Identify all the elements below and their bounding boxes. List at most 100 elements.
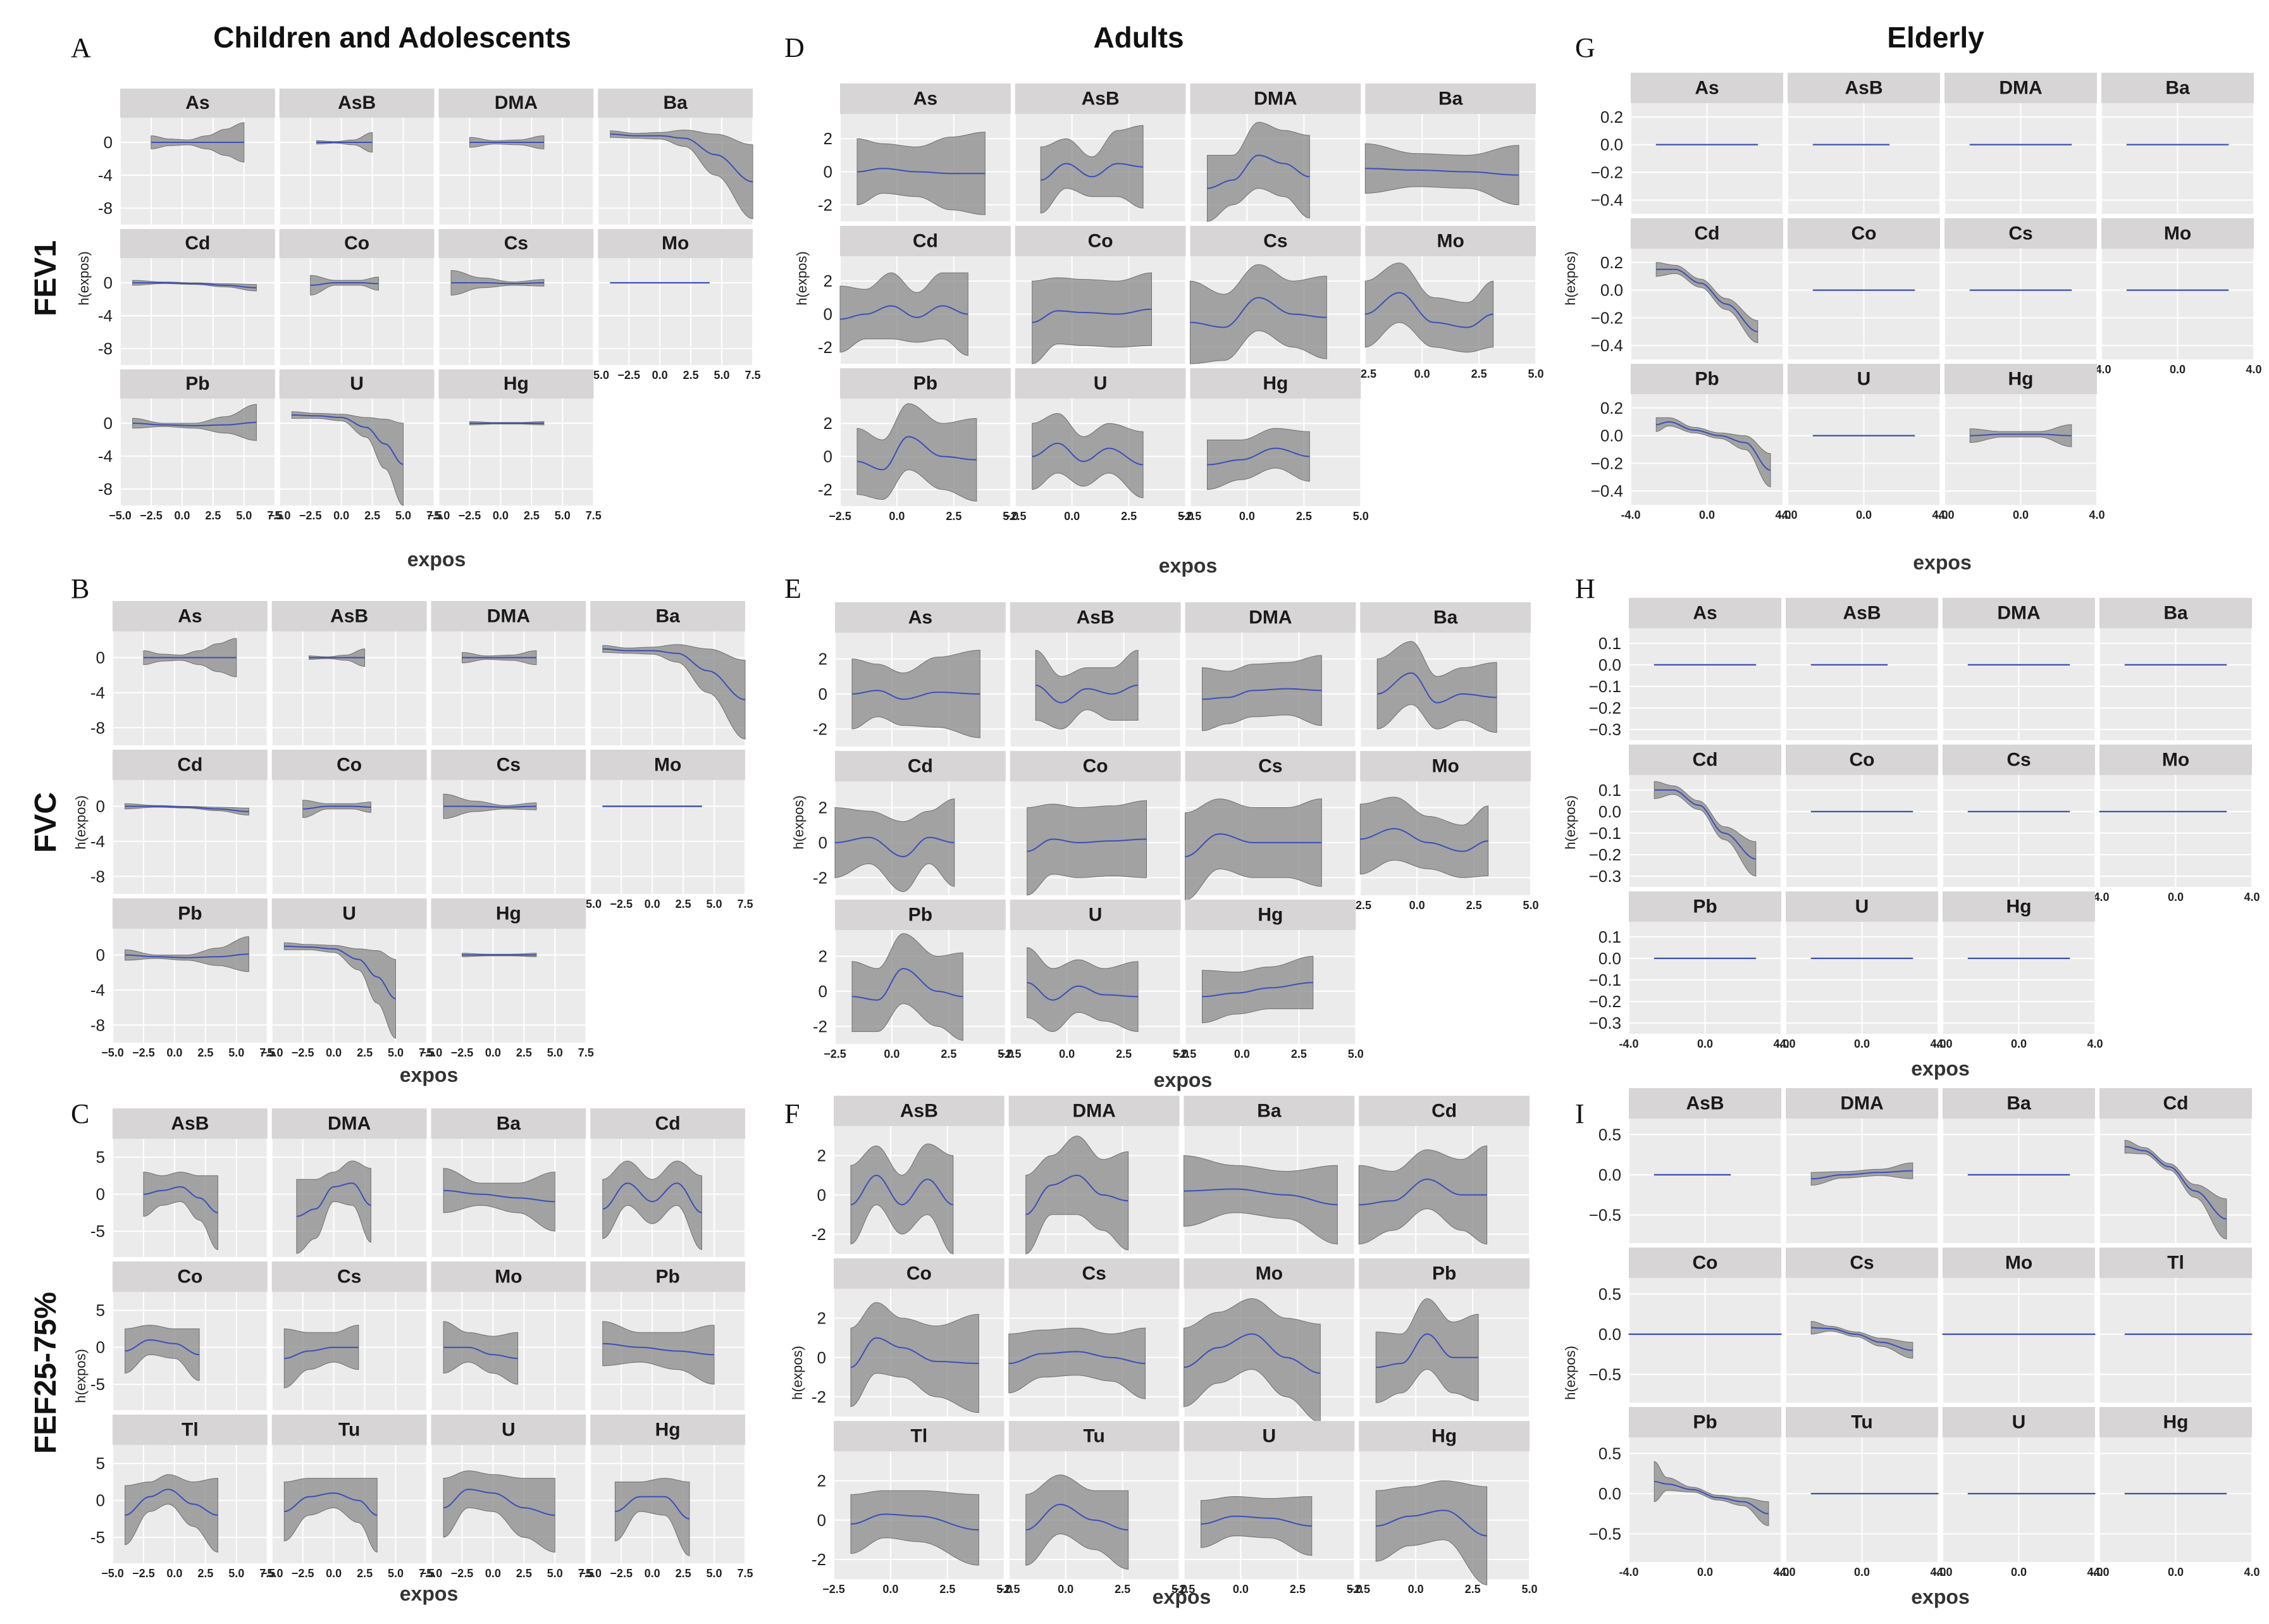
facet-strip: [835, 602, 1006, 633]
y-tick-label: 5: [96, 1454, 105, 1473]
confidence-band: [1185, 798, 1322, 901]
facet-strip-label: U: [1263, 1426, 1277, 1447]
x-tick-label: 0.0: [1233, 1583, 1249, 1596]
facet-panel-as: As 2 0 -2: [813, 602, 1006, 747]
confidence-band: [1027, 800, 1147, 896]
facet-strip: [271, 898, 427, 929]
facet-strip-label: Hg: [2006, 896, 2032, 917]
facet-panel-asb: AsB 2 0 -2: [812, 1096, 1005, 1255]
facet-strip-label: Mo: [1431, 756, 1459, 777]
x-tick-label: -4.0: [1934, 509, 1954, 521]
y-tick-label: -8: [98, 339, 113, 358]
facet-strip: [120, 89, 275, 118]
y-tick-label: -4: [90, 981, 105, 1000]
mean-line: [1365, 292, 1493, 328]
confidence-band: [1655, 417, 1771, 488]
facet-panel-dma: DMA: [271, 1108, 428, 1257]
mean-line: [1360, 827, 1488, 852]
facet-strip-label: Ba: [497, 1113, 521, 1134]
mean-line: [310, 282, 379, 286]
facet-panel-hg: Hg -4.0 0.0 4.0: [1934, 364, 2105, 521]
y-tick-label: -8: [98, 199, 113, 218]
facet-grid-d: Dh(expos) expos As 2 0 -2 AsB DMA Ba Cd 2 0 -2 Co Cs Mo…: [784, 32, 1544, 577]
facet-panel-ba: Ba: [597, 89, 753, 225]
y-tick-label: 5: [96, 1148, 105, 1167]
confidence-band: [283, 1325, 359, 1389]
mean-line: [1359, 1178, 1487, 1206]
x-tick-label: −5.0: [109, 509, 132, 522]
facet-panel-as: As 0 -4 -8: [90, 601, 268, 745]
x-tick-label: 4.0: [1930, 1038, 1946, 1050]
facet-panel-mo: Mo: [430, 1261, 587, 1410]
x-tick-label: −2.5: [459, 509, 481, 522]
facet-panel-hg: Hg −2.5 0.0 2.5 5.0: [1179, 368, 1369, 523]
x-tick-label: 0.0: [326, 1567, 342, 1580]
facet-strip-label: Cd: [1431, 1101, 1457, 1122]
facet-panel-tu: Tu −2.5 0.0 2.5 5.0: [998, 1421, 1187, 1596]
facet-panel-mo: Mo: [1942, 1248, 2096, 1403]
facet-strip: [835, 751, 1006, 781]
facet-strip: [1631, 73, 1783, 103]
y-axis-title: h(expos): [791, 795, 807, 850]
facet-strip: [1185, 602, 1356, 633]
facet-panel-bg: [279, 118, 435, 225]
confidence-band: [443, 1168, 555, 1232]
confidence-band: [602, 644, 746, 740]
facet-panel-asb: AsB 0.5 0.0 −0.5: [1589, 1088, 1782, 1243]
x-tick-label: 2.5: [197, 1046, 213, 1059]
facet-strip-label: Cs: [504, 233, 528, 254]
x-tick-label: 0.0: [882, 1583, 898, 1596]
confidence-band: [1654, 781, 1757, 877]
x-tick-label: 5.0: [1521, 1583, 1537, 1596]
mean-line: [851, 967, 963, 1001]
facet-strip: [598, 89, 753, 118]
y-tick-label: −0.2: [1589, 698, 1621, 717]
facet-strip: [840, 84, 1011, 114]
y-tick-label: 2: [817, 1309, 826, 1328]
facet-panel-cd: Cd 2 0 -2: [813, 751, 1006, 895]
facet-strip-label: Cd: [1695, 223, 1720, 244]
facet-panel-cs: Cs: [1944, 218, 2098, 359]
facet-strip: [1788, 364, 1940, 394]
facet-strip-label: Pb: [1695, 369, 1719, 390]
x-tick-label: 4.0: [2246, 363, 2261, 376]
mean-line: [1376, 1333, 1479, 1368]
facet-panel-cs: Cs: [1785, 1248, 1939, 1403]
y-axis-title: h(expos): [794, 251, 810, 306]
confidence-band: [1654, 1461, 1769, 1527]
y-tick-label: 0.0: [1598, 1165, 1621, 1184]
facet-strip: [2099, 598, 2252, 628]
facet-panel-dma: DMA: [1944, 73, 2098, 214]
x-tick-label: −5.0: [579, 1567, 602, 1580]
facet-strip: [113, 898, 268, 929]
row-title-fvc: FVC: [29, 792, 63, 853]
facet-grid-a: Ah(expos) expos As 0 -4 -8 AsB DMA Ba Cd 0 -4 -8 Co Cs…: [71, 32, 761, 571]
mean-line: [1036, 685, 1139, 704]
facet-strip-label: U: [1089, 905, 1103, 926]
facet-panel-tu: Tu −5.0 −2.5 0.0 2.5 5.0 7.5: [261, 1415, 435, 1580]
facet-strip: [1629, 745, 1781, 775]
x-tick-label: -4.0: [1932, 1566, 1952, 1578]
confidence-band: [1364, 262, 1494, 353]
facet-strip-label: Ba: [1257, 1101, 1282, 1122]
x-tick-label: 0.0: [1854, 1566, 1870, 1578]
facet-strip: [271, 1108, 427, 1139]
facet-panel-u: U −2.5 0.0 2.5 5.0: [1173, 1421, 1363, 1596]
facet-panel-cs: Cs: [271, 1261, 428, 1410]
confidence-band: [1655, 262, 1759, 344]
facet-strip: [1360, 751, 1531, 781]
y-tick-label: 0: [96, 1338, 105, 1357]
facet-panel-co: Co: [278, 229, 435, 365]
facet-panel-ba: Ba: [1183, 1096, 1356, 1254]
facet-strip: [271, 601, 427, 631]
y-tick-label: -4: [98, 447, 113, 466]
mean-line: [851, 690, 980, 700]
y-tick-label: -5: [90, 1222, 105, 1241]
mean-line: [602, 648, 746, 700]
facet-strip: [1008, 1258, 1180, 1289]
y-tick-label: −0.4: [1591, 336, 1623, 355]
facet-panel-cs: Cs: [1942, 745, 2096, 887]
x-tick-label: 2.5: [357, 1046, 373, 1059]
confidence-band: [1207, 121, 1310, 222]
x-tick-label: 2.5: [1465, 1583, 1481, 1596]
